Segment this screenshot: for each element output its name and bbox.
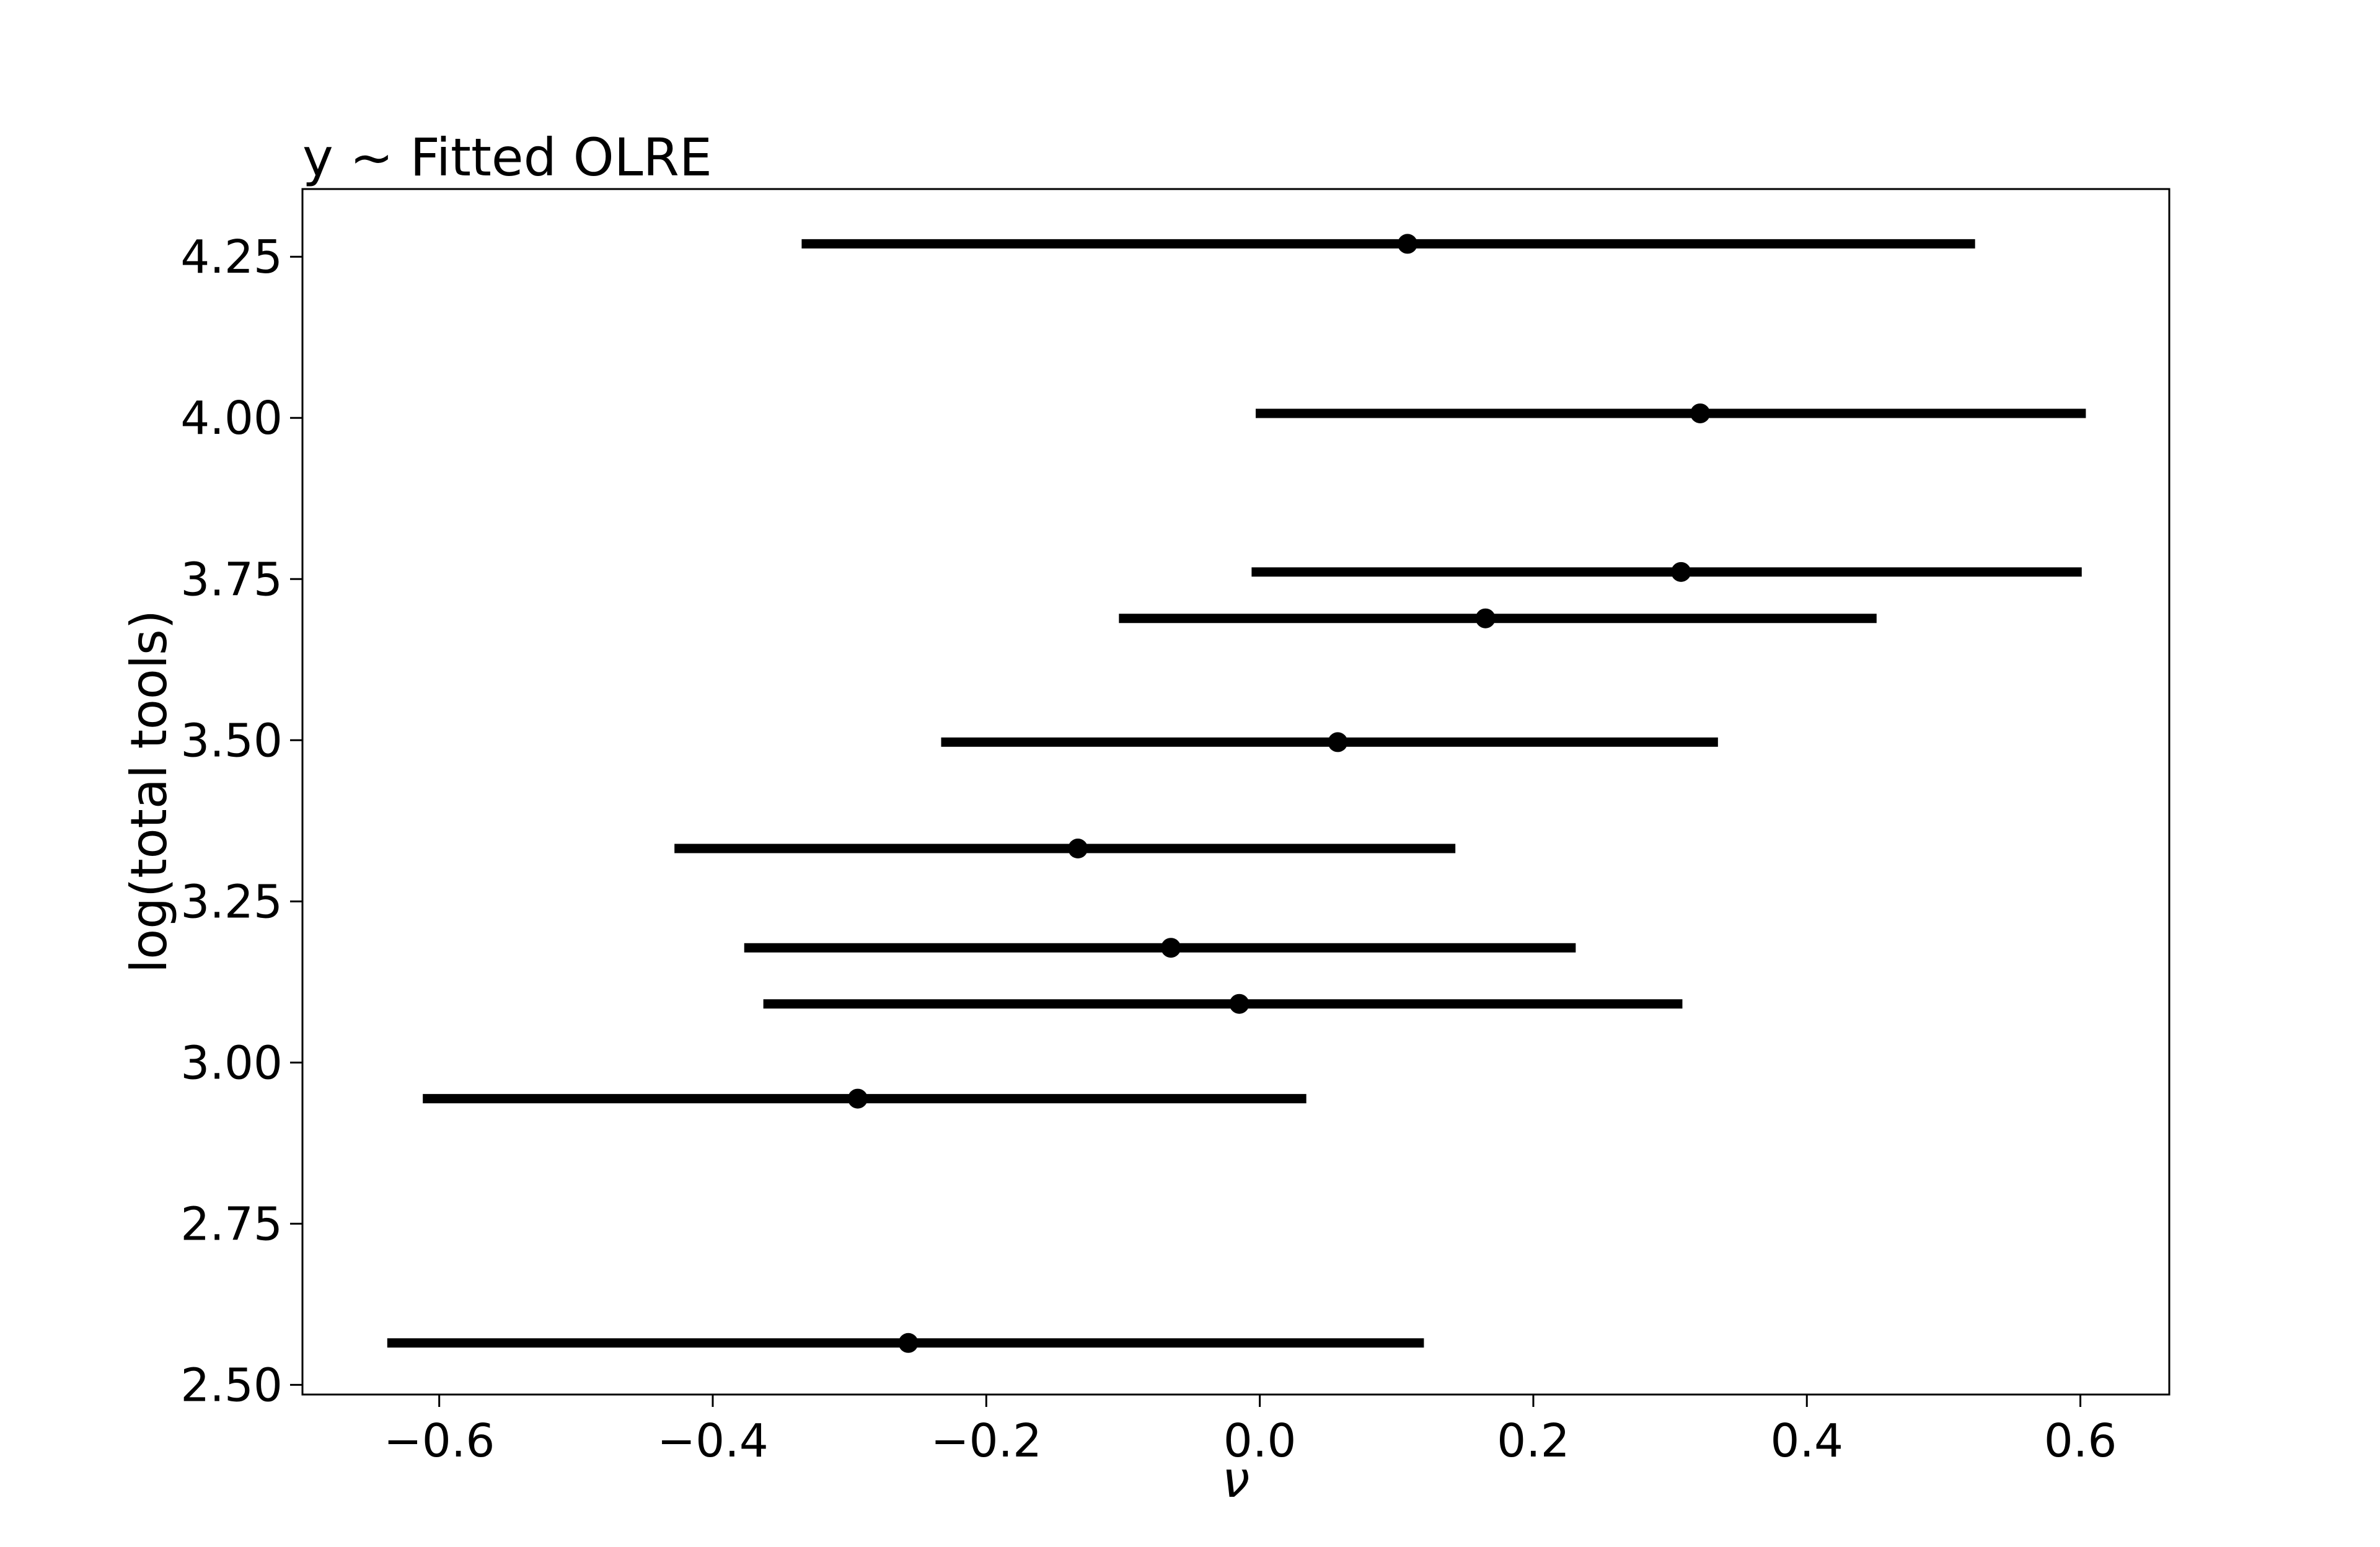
point-marker (1161, 938, 1181, 958)
x-tick-label: 0.2 (1497, 1414, 1570, 1468)
y-tick-label: 3.50 (180, 714, 283, 767)
point-marker (1397, 234, 1417, 254)
point-marker (1328, 732, 1348, 752)
y-axis: 2.50 2.75 3.00 3.25 3.50 3.75 4.00 4.25 (180, 231, 302, 1412)
point-marker (1229, 994, 1250, 1014)
x-axis: −0.6 −0.4 −0.2 0.0 0.2 0.4 0.6 (384, 1395, 2117, 1468)
y-tick-label: 4.00 (180, 392, 283, 445)
data-marks (387, 234, 2086, 1353)
point-marker (1068, 839, 1088, 859)
plot-area (301, 188, 2171, 1396)
x-tick-label: −0.2 (930, 1414, 1042, 1468)
x-tick-label: 0.6 (2044, 1414, 2117, 1468)
point-marker (847, 1088, 868, 1109)
x-tick-label: 0.0 (1223, 1414, 1297, 1468)
x-tick-label: −0.6 (384, 1414, 495, 1468)
y-axis-label: log(total tools) (120, 610, 178, 973)
y-tick-label: 3.25 (180, 875, 283, 928)
point-marker (1671, 562, 1691, 582)
point-marker (1475, 608, 1496, 628)
chart-title: y ~ Fitted OLRE (302, 127, 712, 188)
x-tick-label: 0.4 (1770, 1414, 1843, 1468)
x-tick-label: −0.4 (657, 1414, 769, 1468)
point-marker (898, 1333, 919, 1353)
y-tick-label: 3.75 (180, 553, 283, 606)
x-axis-label: ν (1222, 1451, 1250, 1509)
point-marker (1690, 403, 1711, 423)
y-tick-label: 3.00 (180, 1036, 283, 1090)
y-tick-label: 4.25 (180, 231, 283, 284)
y-tick-label: 2.75 (180, 1197, 283, 1251)
y-tick-label: 2.50 (180, 1359, 283, 1412)
